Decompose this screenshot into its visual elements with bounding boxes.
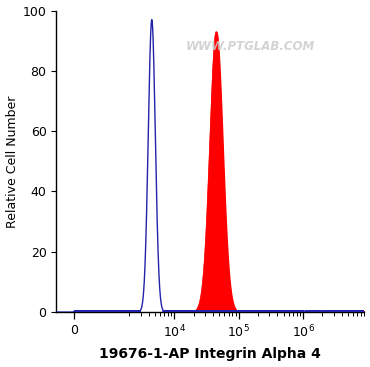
X-axis label: 19676-1-AP Integrin Alpha 4: 19676-1-AP Integrin Alpha 4 bbox=[100, 348, 321, 361]
Text: WWW.PTGLAB.COM: WWW.PTGLAB.COM bbox=[186, 40, 315, 53]
Y-axis label: Relative Cell Number: Relative Cell Number bbox=[6, 95, 18, 228]
